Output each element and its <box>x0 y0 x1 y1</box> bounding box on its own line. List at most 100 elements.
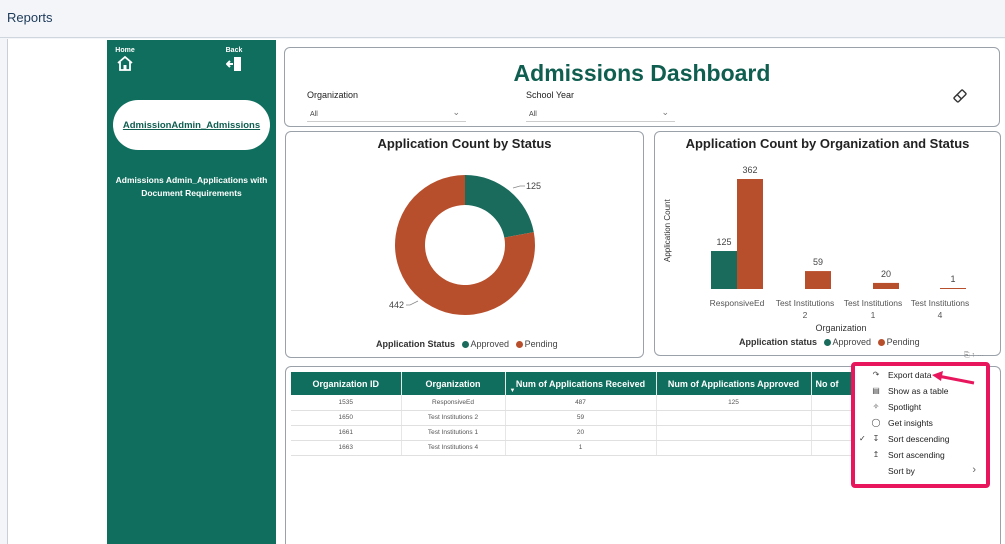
home-icon <box>117 56 133 71</box>
chevron-down-icon: ⌄ <box>661 107 669 117</box>
menu-item-spotlight[interactable]: ✧ Spotlight <box>855 400 986 416</box>
export-icon: ↷ <box>872 370 880 379</box>
bar-chart-title: Application Count by Organization and St… <box>685 136 970 151</box>
bar-category-label: 4 <box>938 310 943 320</box>
menu-item-get-insights[interactable]: ◯ Get insights <box>855 416 986 432</box>
donut-chart-card[interactable]: Application Count by Status 125 442 Appl… <box>285 131 644 358</box>
nav-item-admissions[interactable]: AdmissionAdmin_Admissions <box>113 100 270 150</box>
table-cell <box>811 410 856 426</box>
organization-filter[interactable]: All ⌄ <box>307 106 466 122</box>
menu-item-show-as-a-table[interactable]: ▤ Show as a table <box>855 384 986 400</box>
bar-chart-card[interactable]: Application Count by Organization and St… <box>654 131 1001 356</box>
table-cell: 125 <box>656 395 812 411</box>
column-header-org-id[interactable]: Organization ID <box>291 372 402 395</box>
menu-item-label: Export data <box>888 370 932 380</box>
bar-legend-title: Application status <box>739 337 818 347</box>
table-cell <box>656 410 812 426</box>
menu-item-label: Sort by <box>888 466 915 476</box>
visual-header-icons[interactable]: ⎘ ↑ ⋯ <box>964 352 984 359</box>
bar-category-label: Test Institutions <box>776 298 835 308</box>
home-button[interactable]: Home <box>115 47 135 71</box>
donut-legend-title: Application Status <box>376 339 456 349</box>
bar-legend-approved: Approved <box>832 337 872 347</box>
menu-item-label: Get insights <box>888 418 933 428</box>
bar-category-label: Test Institutions <box>911 298 970 308</box>
table-cell <box>811 425 856 441</box>
table-row[interactable]: 1661 Test Institutions 1 20 <box>291 425 856 441</box>
table-header-row: Organization ID Organization Num of Appl… <box>291 372 856 395</box>
menu-item-sort-by[interactable]: Sort by › <box>855 464 986 480</box>
leader-line-pending <box>406 300 419 306</box>
bar-chart: Application Count 125 362 ResponsiveEd 59 Te… <box>663 165 970 333</box>
legend-swatch-approved <box>461 340 469 348</box>
bar-category-label: 1 <box>871 310 876 320</box>
donut-label-pending: 442 <box>389 300 404 310</box>
donut-slice-pending[interactable] <box>395 175 535 315</box>
bar-approved-0[interactable] <box>711 251 737 289</box>
column-header-no-of[interactable]: No of <box>811 372 856 395</box>
donut-label-approved: 125 <box>526 181 541 191</box>
donut-legend-approved: Approved <box>470 339 510 349</box>
school-year-filter-value: All <box>529 111 537 118</box>
lightbulb-icon: ◯ <box>871 418 881 427</box>
sort-ascending-icon: ↥ <box>872 450 880 459</box>
column-header-approved[interactable]: Num of Applications Approved <box>656 372 812 395</box>
bar-data-label: 1 <box>950 274 955 284</box>
donut-legend: Application Status Approved Pending <box>376 339 558 349</box>
bar-legend: Application status Approved Pending <box>739 337 920 347</box>
bar-pending-0[interactable] <box>737 179 763 289</box>
legend-swatch-pending <box>877 338 885 346</box>
menu-item-export-data[interactable]: ↷ Export data <box>855 368 986 384</box>
table-cell: 1650 <box>291 410 402 426</box>
leader-line-approved <box>512 185 525 189</box>
header-card: Admissions Dashboard Organization All ⌄ … <box>284 47 1000 127</box>
table-row[interactable]: 1650 Test Institutions 2 59 <box>291 410 856 426</box>
eraser-icon[interactable] <box>952 88 968 104</box>
sort-arrow-icon: ▼ <box>509 388 516 394</box>
donut-slice-approved[interactable] <box>465 175 534 238</box>
table-cell <box>811 440 856 456</box>
column-header-received-label: Num of Applications Received <box>515 378 646 389</box>
table-cell: Test Institutions 1 <box>401 425 506 441</box>
legend-swatch-approved <box>823 338 831 346</box>
home-label: Home <box>115 47 135 54</box>
bar-data-label: 59 <box>813 257 823 267</box>
column-header-received[interactable]: Num of Applications Received ▼ <box>505 372 657 395</box>
menu-item-label: Show as a table <box>888 386 949 396</box>
table-cell: 1535 <box>291 395 402 411</box>
bar-category-label: ResponsiveEd <box>710 298 765 308</box>
back-icon <box>226 57 241 71</box>
sort-descending-icon: ↧ <box>872 434 880 443</box>
legend-swatch-pending <box>515 340 523 348</box>
checkmark-icon: ✓ <box>859 434 866 443</box>
column-header-organization[interactable]: Organization <box>401 372 506 395</box>
bar-pending-2[interactable] <box>873 282 899 289</box>
nav-item-admissions-label: AdmissionAdmin_Admissions <box>122 119 261 131</box>
chevron-right-icon: › <box>972 464 976 476</box>
donut-legend-pending: Pending <box>524 339 558 349</box>
back-label: Back <box>225 47 243 54</box>
sidebar: Home Back AdmissionAdmin_Admissions Admi… <box>107 40 276 544</box>
menu-item-sort-ascending[interactable]: ↥ Sort ascending <box>855 448 986 464</box>
table-cell: 59 <box>505 410 657 426</box>
menu-item-label: Sort ascending <box>888 450 945 460</box>
menu-item-label: Spotlight <box>888 402 922 412</box>
donut-chart-title: Application Count by Status <box>377 136 552 151</box>
table-cell: 1663 <box>291 440 402 456</box>
bar-pending-3[interactable] <box>940 288 966 289</box>
table-icon: ▤ <box>872 386 880 395</box>
table-row[interactable]: 1535 ResponsiveEd 487 125 <box>291 395 856 411</box>
table-cell <box>656 440 812 456</box>
donut-chart: 125 442 <box>389 175 541 315</box>
menu-item-sort-descending[interactable]: ✓ ↧ Sort descending <box>855 432 986 448</box>
chevron-down-icon: ⌄ <box>452 107 460 117</box>
bar-pending-1[interactable] <box>805 271 831 289</box>
back-button[interactable]: Back <box>224 47 244 72</box>
organization-filter-value: All <box>310 111 318 118</box>
table-cell <box>656 425 812 441</box>
school-year-filter[interactable]: All ⌄ <box>526 106 675 122</box>
table-cell: ResponsiveEd <box>401 395 506 411</box>
spotlight-icon: ✧ <box>872 402 880 411</box>
nav-item-applications-docs[interactable]: Admissions Admin_Applications with Docum… <box>115 175 268 198</box>
